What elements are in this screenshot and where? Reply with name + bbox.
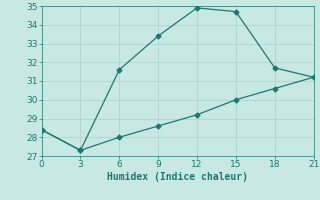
X-axis label: Humidex (Indice chaleur): Humidex (Indice chaleur) [107, 172, 248, 182]
